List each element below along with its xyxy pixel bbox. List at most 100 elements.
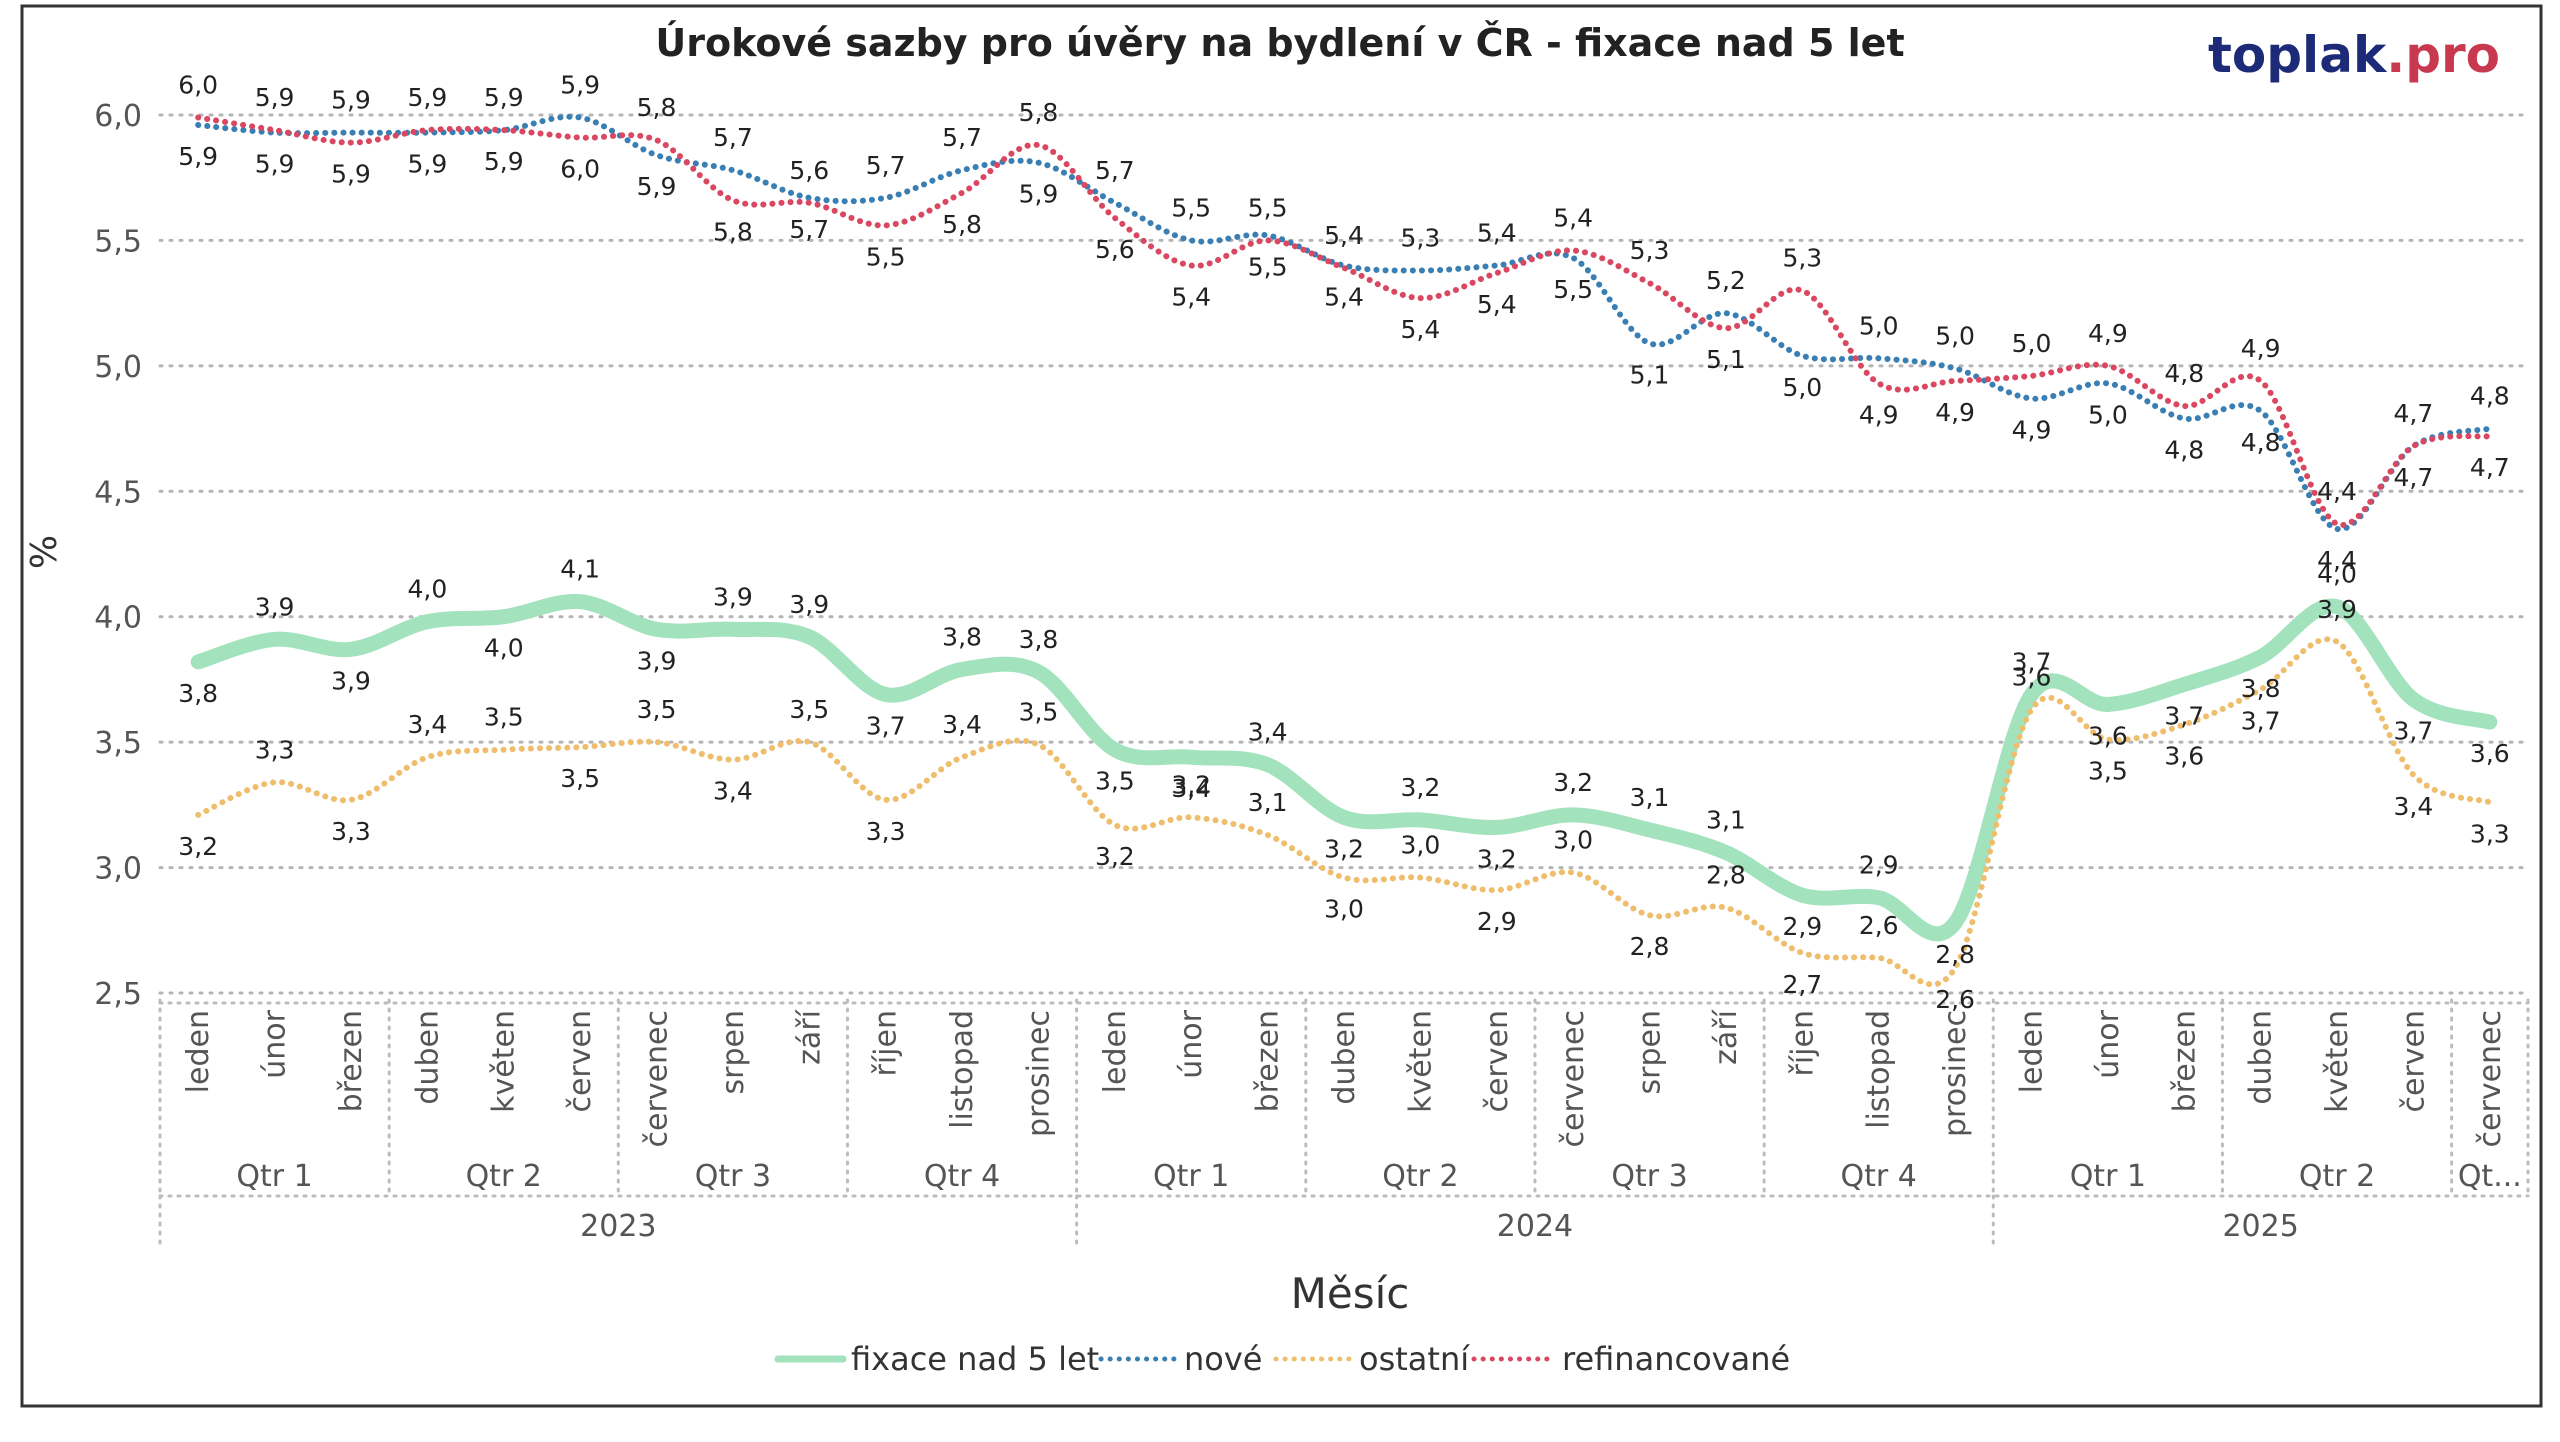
series-layer [190, 113, 2498, 988]
y-tick-label: 5,0 [94, 350, 142, 385]
x-tick-label: červen [1480, 1010, 1515, 1113]
data-label-fixace: 3,7 [2394, 716, 2434, 745]
data-label-nove: 5,7 [789, 215, 829, 244]
data-label-fixace: 3,9 [255, 592, 295, 621]
data-label-ostatni: 3,6 [2012, 663, 2052, 692]
x-tick-label: květen [2320, 1010, 2355, 1113]
data-label-nove: 5,7 [866, 151, 906, 180]
x-tick-label: leden [1098, 1010, 1133, 1093]
data-label-refinancovane: 5,8 [942, 210, 982, 239]
grid-layer: 2,5 3,0 3,5 4,0 4,5 5,0 5,5 6,0 [94, 99, 2530, 1012]
x-tick-label: duben [1327, 1010, 1362, 1105]
data-label-refinancovane: 5,5 [1248, 193, 1288, 222]
data-label-nove: 4,8 [2241, 428, 2281, 457]
data-label-fixace: 3,8 [942, 622, 982, 651]
year-label: 2023 [580, 1209, 656, 1244]
data-label-fixace: 4,0 [2317, 560, 2357, 589]
data-label-fixace: 2,9 [1859, 851, 1899, 880]
data-label-refinancovane: 5,9 [331, 160, 371, 189]
data-label-fixace: 3,5 [1095, 767, 1135, 796]
legend-item-refinancovane: refinancované [1471, 1340, 1790, 1378]
legend-label: fixace nad 5 let [851, 1340, 1099, 1378]
data-label-ostatni: 2,6 [1859, 911, 1899, 940]
data-label-nove: 4,8 [2470, 382, 2510, 411]
data-label-fixace: 3,9 [713, 582, 753, 611]
data-label-ostatni: 3,4 [2394, 792, 2434, 821]
y-tick-label: 4,0 [94, 601, 142, 636]
data-label-nove: 5,9 [255, 150, 295, 179]
data-label-refinancovane: 4,9 [2088, 319, 2128, 348]
data-label-ostatni: 3,2 [178, 832, 218, 861]
data-label-nove: 5,5 [1248, 252, 1288, 281]
data-label-nove: 5,0 [1782, 373, 1822, 402]
quarter-label: Qtr 4 [924, 1159, 1000, 1194]
quarter-label: Qt... [2458, 1159, 2522, 1194]
data-label-ostatni: 3,4 [713, 777, 753, 806]
data-label-refinancovane: 4,4 [2317, 477, 2357, 506]
data-label-fixace: 3,9 [637, 646, 677, 675]
brand-name: toplak [2208, 26, 2388, 84]
data-label-refinancovane: 4,7 [2470, 453, 2510, 482]
data-label-fixace: 3,7 [866, 711, 906, 740]
data-label-fixace: 3,1 [1630, 783, 1670, 812]
data-label-ostatni: 3,0 [1553, 826, 1593, 855]
data-label-nove: 5,5 [1553, 275, 1593, 304]
legend-item-nove: nové [1098, 1340, 1262, 1378]
data-label-nove: 5,0 [1935, 321, 1975, 350]
x-tick-label: červenec [2473, 1010, 2508, 1147]
y-tick-label: 3,5 [94, 726, 142, 761]
data-label-fixace: 3,7 [2164, 701, 2204, 730]
quarter-label: Qtr 3 [695, 1159, 771, 1194]
x-tick-label: srpen [716, 1010, 751, 1094]
data-label-nove: 5,4 [1324, 283, 1364, 312]
legend-label: refinancované [1562, 1340, 1790, 1378]
data-label-nove: 5,9 [560, 71, 600, 100]
data-label-ostatni: 3,5 [560, 764, 600, 793]
data-label-nove: 5,1 [1630, 360, 1670, 389]
y-tick-label: 2,5 [94, 977, 142, 1012]
data-label-ostatni: 3,7 [2241, 706, 2281, 735]
data-label-ostatni: 3,3 [331, 817, 371, 846]
data-label-nove: 5,0 [1859, 311, 1899, 340]
data-label-ostatni: 3,5 [637, 695, 677, 724]
data-label-nove: 4,4 [2317, 546, 2357, 575]
x-tick-label: září [792, 1008, 827, 1064]
data-label-ostatni: 3,3 [2470, 819, 2510, 848]
x-tick-label: listopad [945, 1010, 980, 1129]
x-tick-label: červen [563, 1010, 598, 1113]
data-label-fixace: 3,2 [1401, 773, 1441, 802]
quarter-label: Qtr 1 [2070, 1159, 2146, 1194]
data-label-refinancovane: 5,4 [1401, 315, 1441, 344]
x-tick-label: červen [2396, 1010, 2431, 1113]
data-label-ostatni: 3,5 [1019, 698, 1059, 727]
brand-suffix: .pro [2386, 26, 2500, 84]
x-tick-label: květen [1403, 1010, 1438, 1113]
data-label-nove: 5,7 [942, 123, 982, 152]
data-label-refinancovane: 5,9 [407, 83, 447, 112]
legend-item-fixace: fixace nad 5 let [774, 1340, 1099, 1378]
data-label-refinancovane: 4,9 [2241, 334, 2281, 363]
data-label-fixace: 3,9 [331, 666, 371, 695]
data-label-refinancovane: 5,9 [484, 83, 524, 112]
data-label-fixace: 3,2 [1477, 844, 1517, 873]
data-label-ostatni: 3,5 [789, 695, 829, 724]
data-label-ostatni: 3,5 [2088, 757, 2128, 786]
data-label-nove: 4,8 [2164, 436, 2204, 465]
data-label-refinancovane: 5,6 [1095, 235, 1135, 264]
data-label-refinancovane: 5,4 [1324, 221, 1364, 250]
data-label-fixace: 3,6 [2470, 739, 2510, 768]
data-label-ostatni: 3,0 [1401, 831, 1441, 860]
quarter-label: Qtr 1 [236, 1159, 312, 1194]
data-label-fixace: 3,8 [178, 679, 218, 708]
data-label-fixace: 3,9 [789, 590, 829, 619]
data-label-nove: 5,7 [1095, 156, 1135, 185]
quarter-label: Qtr 2 [1382, 1159, 1458, 1194]
data-label-refinancovane: 6,0 [178, 71, 218, 100]
data-label-refinancovane: 5,8 [1019, 98, 1059, 127]
x-tick-label: listopad [1862, 1010, 1897, 1129]
x-tick-label: říjen [1785, 1010, 1820, 1076]
data-label-refinancovane: 6,0 [560, 155, 600, 184]
data-label-nove: 5,9 [637, 172, 677, 201]
data-label-fixace: 4,0 [484, 634, 524, 663]
